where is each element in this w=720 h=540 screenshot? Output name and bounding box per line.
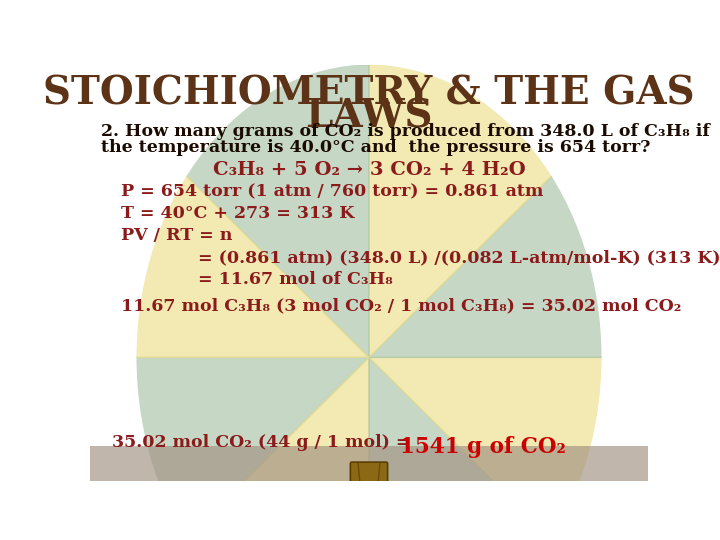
Text: 35.02 mol CO₂ (44 g / 1 mol) =: 35.02 mol CO₂ (44 g / 1 mol) = — [112, 434, 416, 451]
Wedge shape — [161, 65, 369, 357]
Text: = (0.861 atm) (348.0 L) /(0.082 L-atm/mol-K) (313 K): = (0.861 atm) (348.0 L) /(0.082 L-atm/mo… — [199, 249, 720, 267]
Wedge shape — [369, 357, 577, 540]
Wedge shape — [369, 357, 664, 540]
Text: = 11.67 mol of C₃H₈: = 11.67 mol of C₃H₈ — [199, 271, 393, 288]
FancyBboxPatch shape — [351, 462, 387, 490]
Wedge shape — [161, 357, 369, 540]
Text: PV / RT = n: PV / RT = n — [121, 226, 233, 244]
Text: P = 654 torr (1 atm / 760 torr) = 0.861 atm: P = 654 torr (1 atm / 760 torr) = 0.861 … — [121, 184, 544, 200]
Wedge shape — [369, 151, 664, 357]
Text: STOICHIOMETRY & THE GAS: STOICHIOMETRY & THE GAS — [43, 75, 695, 113]
Wedge shape — [74, 357, 369, 540]
Bar — [90, 446, 648, 481]
Wedge shape — [74, 151, 369, 357]
Text: T = 40°C + 273 = 313 K: T = 40°C + 273 = 313 K — [121, 205, 354, 222]
Text: 1541 g of CO₂: 1541 g of CO₂ — [400, 436, 566, 458]
Text: LAWS: LAWS — [305, 98, 433, 136]
Wedge shape — [369, 65, 577, 357]
Text: the temperature is 40.0°C and  the pressure is 654 torr?: the temperature is 40.0°C and the pressu… — [101, 139, 650, 157]
Text: 11.67 mol C₃H₈ (3 mol CO₂ / 1 mol C₃H₈) = 35.02 mol CO₂: 11.67 mol C₃H₈ (3 mol CO₂ / 1 mol C₃H₈) … — [121, 298, 681, 314]
Text: 2. How many grams of CO₂ is produced from 348.0 L of C₃H₈ if: 2. How many grams of CO₂ is produced fro… — [101, 123, 710, 139]
Text: C₃H₈ + 5 O₂ → 3 CO₂ + 4 H₂O: C₃H₈ + 5 O₂ → 3 CO₂ + 4 H₂O — [212, 161, 526, 179]
